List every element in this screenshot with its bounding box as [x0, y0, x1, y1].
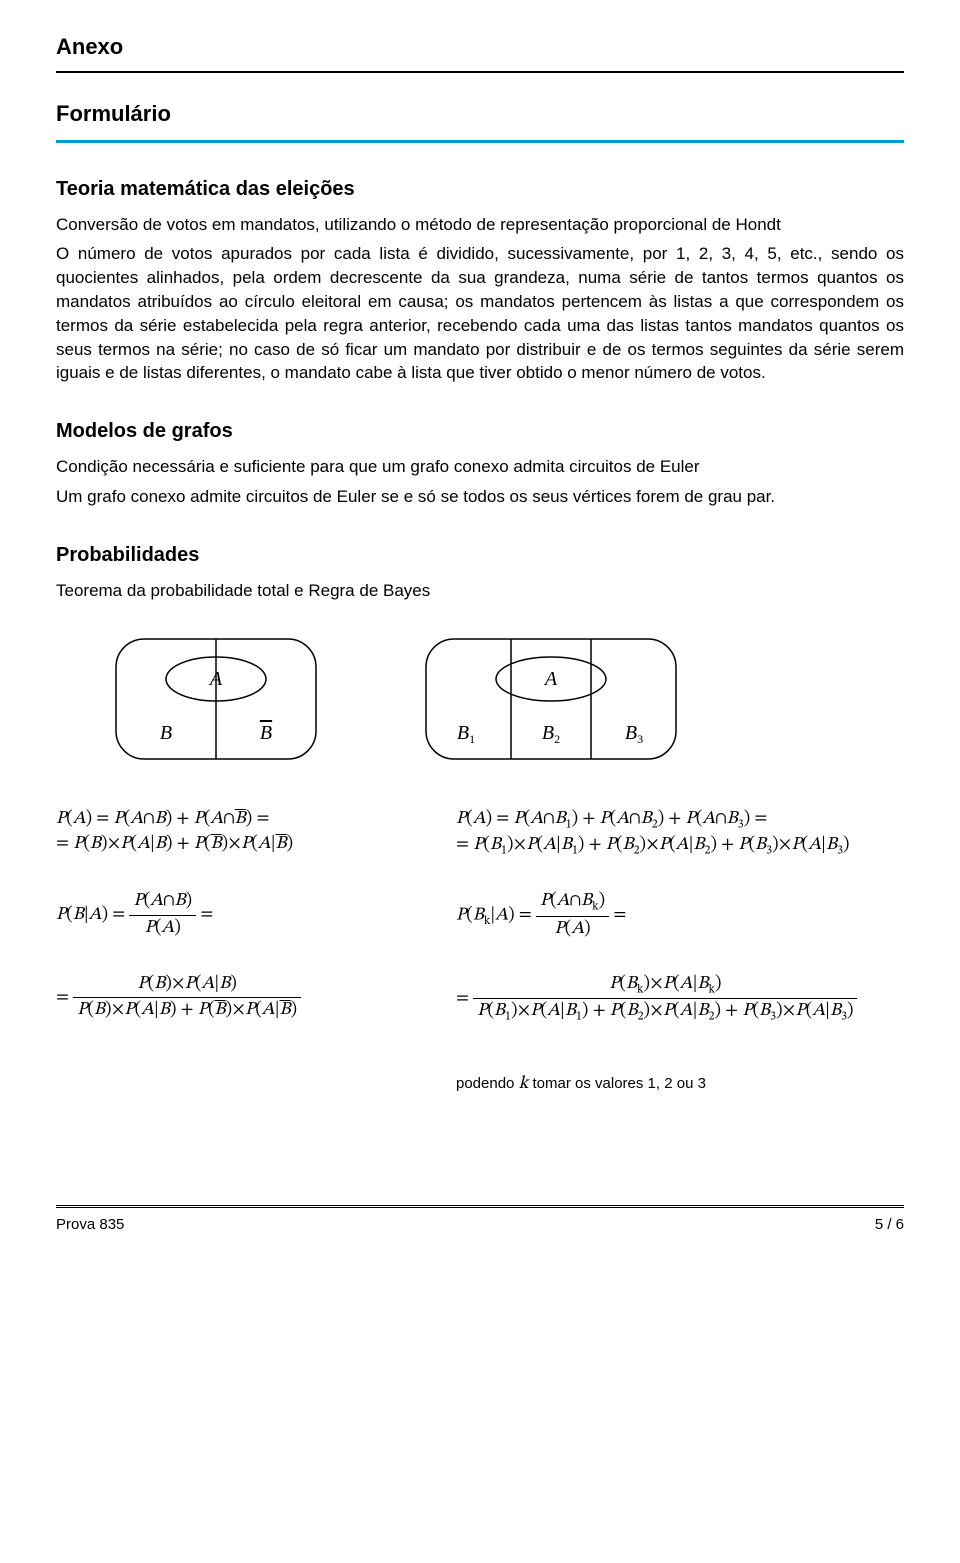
diagram-left-B: B: [160, 722, 172, 744]
section2-body: Um grafo conexo admite circuitos de Eule…: [56, 485, 904, 509]
formulario-title: Formulário: [56, 99, 904, 130]
rule-black: [56, 71, 904, 73]
section2-sub: Condição necessária e suficiente para qu…: [56, 455, 904, 479]
diagram-left-A: A: [208, 668, 223, 690]
section1-body: O número de votos apurados por cada list…: [56, 242, 904, 385]
rule-blue: [56, 140, 904, 143]
footer-left: Prova 835: [56, 1214, 124, 1235]
anexo-title: Anexo: [56, 32, 904, 63]
eq-bayes-frac-right: P(Bk|A) = P(A∩Bk) P(A) =: [456, 889, 904, 942]
section3-title: Probabilidades: [56, 541, 904, 569]
note-k: k: [519, 1075, 529, 1093]
diagram-left-Bbar: B: [260, 722, 272, 744]
eq-bayes-expanded: = P(B)×P(A|B) P(B)×P(A|B) + P(B)×P(A|B) …: [56, 972, 904, 1026]
diagram-right-A: A: [543, 668, 558, 690]
note-row: podendo k tomar os valores 1, 2 ou 3: [56, 1056, 904, 1097]
eq-total-left: P(A) = P(A∩B) + P(A∩B) = = P(B)×P(A|B) +…: [56, 807, 416, 857]
diagram-right: A B1 B2 B3: [416, 629, 686, 769]
eq-total-right: P(A) = P(A∩B1) + P(A∩B2) + P(A∩B3) = = P…: [456, 807, 904, 860]
eq-bayes-exp-left: = P(B)×P(A|B) P(B)×P(A|B) + P(B)×P(A|B): [56, 972, 416, 1023]
diagram-right-B3: B3: [625, 722, 643, 746]
eq-bayes-exp-right: = P(Bk)×P(A|Bk) P(B1)×P(A|B1) + P(B2)×P(…: [456, 972, 904, 1026]
k-note: podendo k tomar os valores 1, 2 ou 3: [456, 1072, 904, 1097]
eq-bayes-frac-left: P(B|A) = P(A∩B) P(A) =: [56, 889, 416, 940]
eq-total-prob: P(A) = P(A∩B) + P(A∩B) = = P(B)×P(A|B) +…: [56, 807, 904, 860]
section1-sub: Conversão de votos em mandatos, utilizan…: [56, 213, 904, 237]
diagram-left: A B B: [106, 629, 326, 769]
diagram-right-B2: B2: [542, 722, 560, 746]
footer-right: 5 / 6: [875, 1214, 904, 1235]
section3-sub: Teorema da probabilidade total e Regra d…: [56, 579, 904, 603]
note-prefix: podendo: [456, 1075, 519, 1092]
eq-bayes-frac: P(B|A) = P(A∩B) P(A) = P(Bk|A) = P(A∩Bk)…: [56, 889, 904, 942]
section2-title: Modelos de grafos: [56, 417, 904, 445]
section1-title: Teoria matemática das eleições: [56, 175, 904, 203]
page-footer: Prova 835 5 / 6: [56, 1207, 904, 1235]
venn-diagrams: A B B A B1 B2 B3: [56, 629, 904, 769]
note-suffix: tomar os valores 1, 2 ou 3: [528, 1075, 706, 1092]
diagram-right-B1: B1: [457, 722, 475, 746]
